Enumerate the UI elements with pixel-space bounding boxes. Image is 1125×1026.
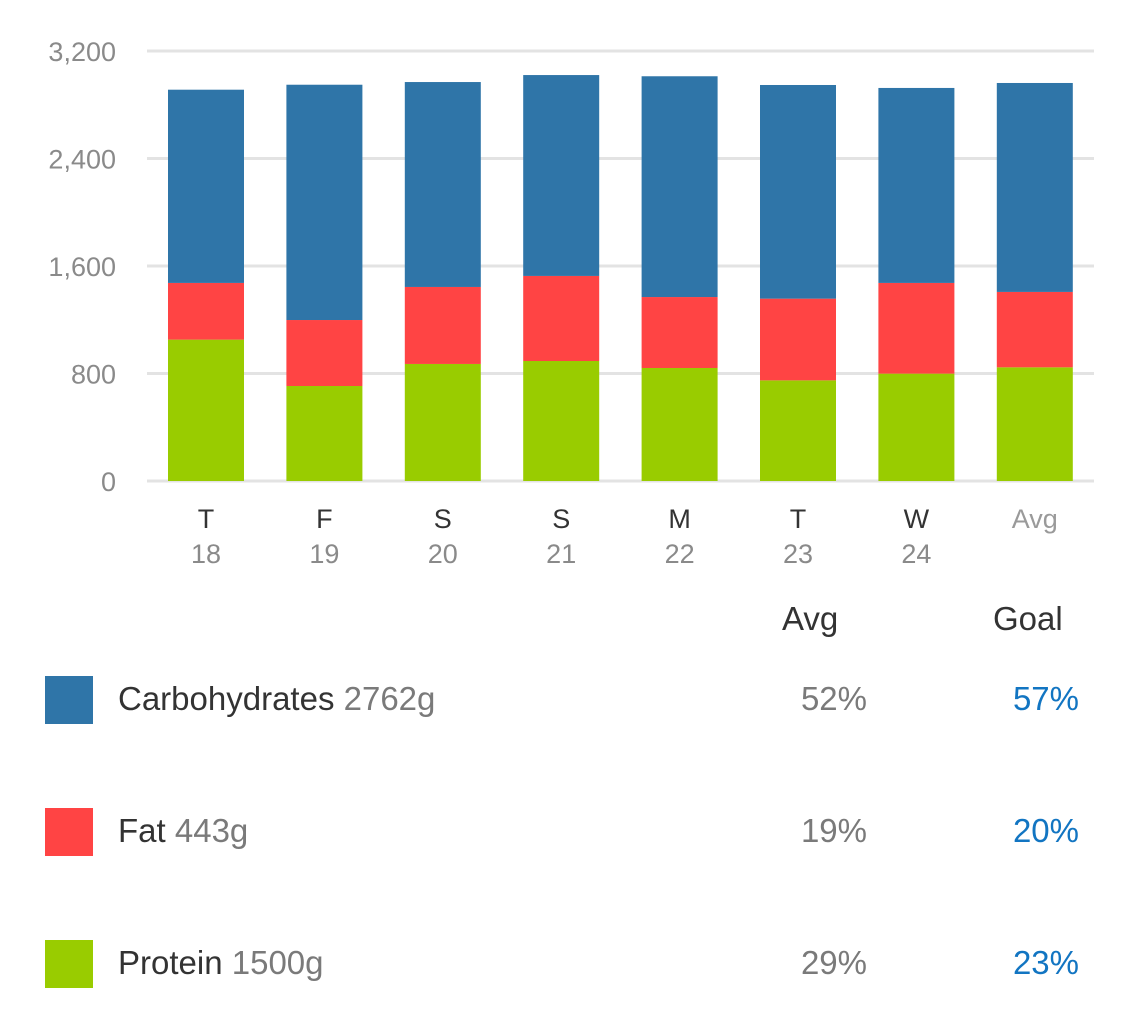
bar-segment-fat[interactable]: [760, 298, 836, 381]
bar-segment-protein[interactable]: [404, 363, 481, 481]
x-tick-day: S: [434, 504, 452, 534]
bar-segment-carbohydrates[interactable]: [168, 89, 244, 283]
bar-stack[interactable]: [878, 87, 955, 481]
legend-row-protein[interactable]: Protein 1500g 29% 23%: [0, 940, 1125, 988]
bar-segment-protein[interactable]: [641, 367, 718, 481]
bar-segment-fat[interactable]: [641, 297, 718, 368]
bar-stack[interactable]: [404, 82, 481, 481]
bar-stack[interactable]: [760, 84, 836, 481]
carbohydrates-goal-percent[interactable]: 57%: [1012, 680, 1079, 717]
protein-goal-percent[interactable]: 23%: [1012, 944, 1079, 981]
x-tick-date: 24: [901, 539, 931, 569]
bar-segment-fat[interactable]: [168, 282, 244, 340]
legend-row-carbohydrates[interactable]: Carbohydrates 2762g 52% 57%: [0, 676, 1125, 724]
x-tick-date: 22: [665, 539, 695, 569]
bar-segment-fat[interactable]: [878, 282, 955, 374]
y-tick-label: 0: [101, 467, 116, 497]
y-tick-label: 1,600: [48, 252, 116, 282]
bar-segment-carbohydrates[interactable]: [286, 84, 363, 321]
y-tick-label: 2,400: [48, 145, 116, 175]
protein-avg-percent: 29%: [800, 944, 867, 981]
bar-segment-protein[interactable]: [168, 339, 244, 481]
legend-row-fat[interactable]: Fat 443g 19% 20%: [0, 808, 1125, 856]
bar-segment-protein[interactable]: [878, 373, 955, 481]
x-tick-day: T: [198, 504, 215, 534]
x-tick-date: 19: [309, 539, 339, 569]
bar-segment-carbohydrates[interactable]: [760, 84, 836, 299]
bar-segment-protein[interactable]: [760, 380, 836, 481]
stacked-bar-chart: 0 800 1,600 2,400 3,200 T 18 F 19 S 20 S 21 M 22 T 23 W 2…: [48, 37, 1094, 569]
carbohydrates-grams: 2762g: [343, 680, 436, 717]
bar-stack[interactable]: [641, 76, 718, 481]
avg-column-header: Avg: [782, 600, 839, 637]
protein-label: Protein: [118, 944, 223, 981]
fat-swatch: [45, 808, 93, 856]
fat-avg-percent: 19%: [800, 812, 867, 849]
x-tick-date: 23: [783, 539, 813, 569]
carbohydrates-avg-percent: 52%: [800, 680, 867, 717]
bar-segment-fat[interactable]: [523, 275, 600, 362]
fat-goal-percent[interactable]: 20%: [1012, 812, 1079, 849]
bar-segment-carbohydrates[interactable]: [523, 75, 600, 276]
bar-segment-carbohydrates[interactable]: [404, 82, 481, 287]
x-tick-date: 21: [546, 539, 576, 569]
bar-segment-fat[interactable]: [404, 286, 481, 364]
fat-grams: 443g: [174, 812, 249, 849]
goal-column-header: Goal: [993, 600, 1063, 637]
x-tick-date: 20: [428, 539, 458, 569]
x-tick-day: W: [904, 504, 930, 534]
bar-segment-protein[interactable]: [523, 361, 600, 481]
carbohydrates-label: Carbohydrates: [118, 680, 335, 717]
carbohydrates-swatch: [45, 676, 93, 724]
bar-stack[interactable]: [286, 84, 363, 481]
bar-segment-carbohydrates[interactable]: [878, 87, 955, 283]
bar-segment-protein[interactable]: [996, 367, 1073, 481]
bar-segment-carbohydrates[interactable]: [996, 82, 1073, 292]
protein-swatch: [45, 940, 93, 988]
fat-label: Fat: [118, 812, 166, 849]
bar-stack[interactable]: [523, 75, 600, 481]
x-tick-day: M: [668, 504, 691, 534]
bar-segment-fat[interactable]: [996, 291, 1073, 368]
bar-segment-fat[interactable]: [286, 320, 363, 386]
x-tick-day: F: [316, 504, 333, 534]
bar-stack[interactable]: [996, 82, 1073, 481]
y-tick-label: 800: [71, 360, 116, 390]
protein-grams: 1500g: [231, 944, 324, 981]
x-tick-date: 18: [191, 539, 221, 569]
y-axis: 0 800 1,600 2,400 3,200: [48, 37, 116, 497]
x-tick-day: S: [552, 504, 570, 534]
bars: [168, 75, 1073, 481]
x-axis: T 18 F 19 S 20 S 21 M 22 T 23 W 24 Avg: [191, 504, 1058, 569]
bar-segment-protein[interactable]: [286, 385, 363, 481]
bar-stack[interactable]: [168, 89, 244, 481]
y-tick-label: 3,200: [48, 37, 116, 67]
bar-segment-carbohydrates[interactable]: [641, 76, 718, 298]
x-tick-day: T: [790, 504, 807, 534]
x-tick-day: Avg: [1012, 504, 1058, 534]
